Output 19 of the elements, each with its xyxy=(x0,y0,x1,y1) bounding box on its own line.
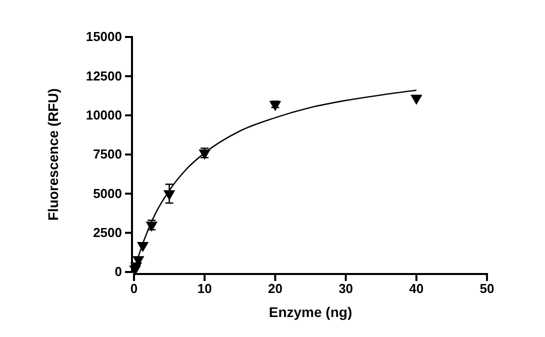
x-tick-label: 30 xyxy=(338,281,354,296)
y-tick-label: 10000 xyxy=(86,107,122,122)
y-axis-title: Fluorescence (RFU) xyxy=(45,88,61,221)
x-tick-label: 0 xyxy=(130,281,138,296)
x-tick-label: 40 xyxy=(409,281,424,296)
y-tick-label: 2500 xyxy=(93,224,122,240)
point xyxy=(163,190,176,200)
y-tick-label: 7500 xyxy=(93,146,122,162)
y-tick-label: 15000 xyxy=(86,29,122,44)
y-tick-label: 12500 xyxy=(86,68,122,84)
x-tick-label: 50 xyxy=(480,281,494,296)
point xyxy=(410,94,422,105)
point xyxy=(269,100,282,112)
y-tick-label: 5000 xyxy=(93,186,122,201)
x-axis-title: Enzyme (ng) xyxy=(268,304,352,320)
y-tick-label: 0 xyxy=(114,264,122,280)
x-tick-label: 20 xyxy=(268,281,282,296)
point xyxy=(136,242,149,252)
x-tick-label: 10 xyxy=(197,281,212,296)
